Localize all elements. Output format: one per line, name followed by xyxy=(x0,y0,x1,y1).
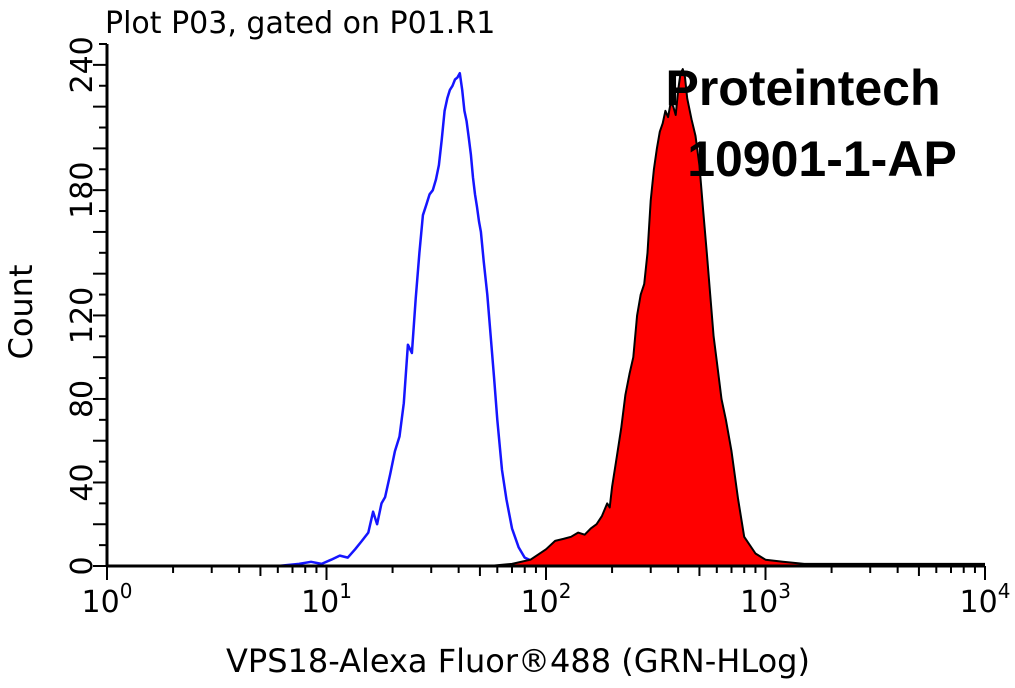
axes-layer xyxy=(93,43,986,580)
x-axis-title: VPS18-Alexa Fluor®488 (GRN-HLog) xyxy=(226,642,810,680)
y-tick-label: 120 xyxy=(65,287,100,344)
watermark-line-1: Proteintech xyxy=(665,60,940,116)
y-tick-label: 240 xyxy=(65,36,100,93)
y-tick-label: 0 xyxy=(65,556,100,575)
x-tick-label: 104 xyxy=(960,579,1011,620)
series-layer xyxy=(277,68,985,568)
x-tick-exponent: 2 xyxy=(559,579,572,603)
y-tick-label: 180 xyxy=(65,162,100,219)
x-tick-label: 103 xyxy=(740,579,791,620)
x-tick-label: 101 xyxy=(301,579,352,620)
plot-title: Plot P03, gated on P01.R1 xyxy=(105,6,495,41)
series-0-line xyxy=(277,71,547,568)
x-tick-exponent: 1 xyxy=(339,579,352,603)
x-tick-exponent: 4 xyxy=(998,579,1011,603)
x-tick-exponent: 0 xyxy=(120,579,133,603)
x-tick-label: 100 xyxy=(82,579,133,620)
x-tick-label: 102 xyxy=(521,579,572,620)
x-tick-exponent: 3 xyxy=(778,579,791,603)
y-axis-title: Count xyxy=(2,264,40,359)
series-1-outline xyxy=(488,68,985,567)
watermark-line-2: 10901-1-AP xyxy=(687,131,957,187)
y-tick-label: 80 xyxy=(65,380,100,418)
y-tick-label: 40 xyxy=(65,463,100,501)
